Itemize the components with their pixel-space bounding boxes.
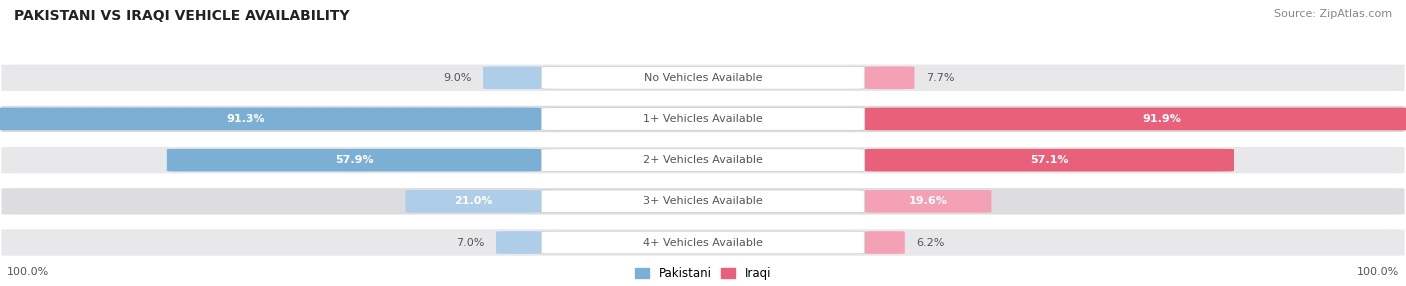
Text: 91.9%: 91.9% [1143, 114, 1181, 124]
Text: 9.0%: 9.0% [443, 73, 472, 83]
FancyBboxPatch shape [865, 231, 905, 254]
FancyBboxPatch shape [167, 149, 541, 172]
FancyBboxPatch shape [496, 231, 541, 254]
Text: 7.7%: 7.7% [925, 73, 955, 83]
FancyBboxPatch shape [541, 231, 865, 254]
Text: 19.6%: 19.6% [908, 196, 948, 206]
FancyBboxPatch shape [541, 149, 865, 172]
FancyBboxPatch shape [405, 190, 541, 213]
FancyBboxPatch shape [865, 66, 914, 89]
FancyBboxPatch shape [484, 66, 541, 89]
FancyBboxPatch shape [865, 108, 1406, 130]
Text: 4+ Vehicles Available: 4+ Vehicles Available [643, 238, 763, 247]
FancyBboxPatch shape [0, 146, 1406, 175]
Text: 7.0%: 7.0% [457, 238, 485, 247]
Text: 57.9%: 57.9% [335, 155, 374, 165]
FancyBboxPatch shape [0, 104, 1406, 134]
Text: 1+ Vehicles Available: 1+ Vehicles Available [643, 114, 763, 124]
FancyBboxPatch shape [541, 190, 865, 213]
Text: 100.0%: 100.0% [7, 267, 49, 277]
Text: 3+ Vehicles Available: 3+ Vehicles Available [643, 196, 763, 206]
FancyBboxPatch shape [865, 149, 1234, 172]
Text: 100.0%: 100.0% [1357, 267, 1399, 277]
Text: Source: ZipAtlas.com: Source: ZipAtlas.com [1274, 9, 1392, 19]
FancyBboxPatch shape [0, 187, 1406, 216]
Text: 2+ Vehicles Available: 2+ Vehicles Available [643, 155, 763, 165]
FancyBboxPatch shape [0, 63, 1406, 92]
Text: 21.0%: 21.0% [454, 196, 492, 206]
FancyBboxPatch shape [541, 108, 865, 130]
FancyBboxPatch shape [541, 66, 865, 89]
Text: No Vehicles Available: No Vehicles Available [644, 73, 762, 83]
Legend: Pakistani, Iraqi: Pakistani, Iraqi [636, 267, 770, 280]
FancyBboxPatch shape [0, 228, 1406, 257]
FancyBboxPatch shape [0, 108, 541, 130]
Text: 91.3%: 91.3% [226, 114, 266, 124]
Text: 57.1%: 57.1% [1031, 155, 1069, 165]
Text: 6.2%: 6.2% [917, 238, 945, 247]
FancyBboxPatch shape [865, 190, 991, 213]
Text: PAKISTANI VS IRAQI VEHICLE AVAILABILITY: PAKISTANI VS IRAQI VEHICLE AVAILABILITY [14, 9, 350, 23]
